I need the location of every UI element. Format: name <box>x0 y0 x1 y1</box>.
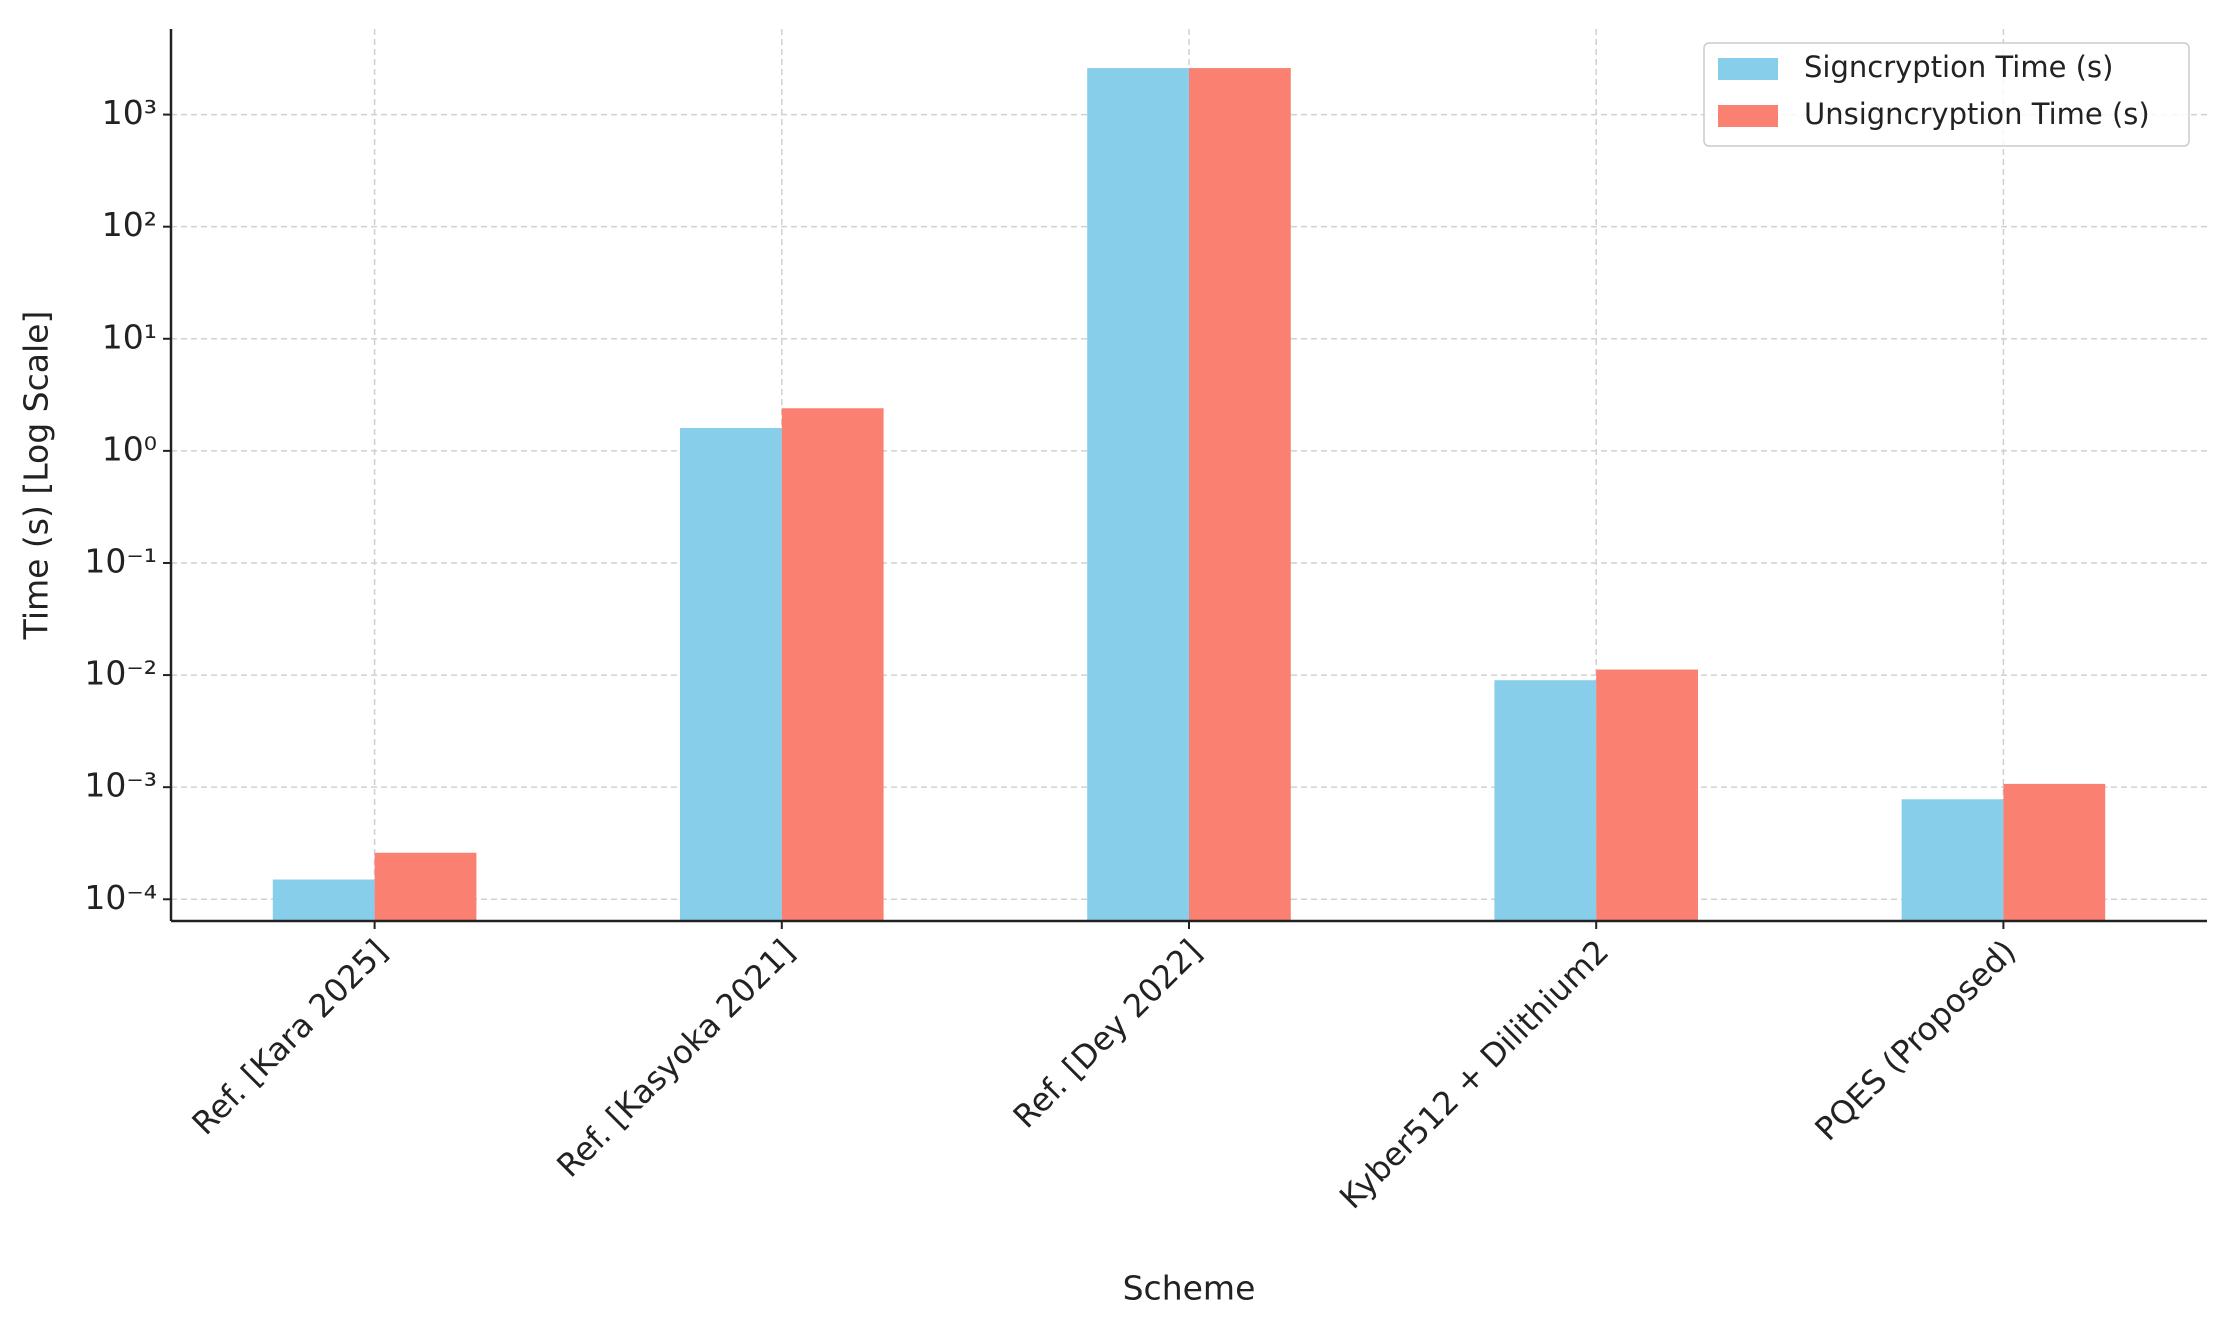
legend-swatch <box>1718 105 1778 127</box>
bar <box>272 879 375 921</box>
y-tick-label: 10⁰ <box>102 429 157 468</box>
bar <box>2003 783 2106 921</box>
y-tick-label: 10² <box>102 205 157 244</box>
legend-swatch <box>1718 58 1778 80</box>
y-tick-label: 10¹ <box>102 317 157 356</box>
y-tick-label: 10⁻² <box>84 654 157 693</box>
y-axis-label: Time (s) [Log Scale] <box>17 311 56 641</box>
y-tick-label: 10⁻³ <box>84 766 157 805</box>
bar <box>1901 799 2004 921</box>
bar <box>781 408 884 922</box>
x-tick-label: PQES (Proposed) <box>1807 932 2023 1148</box>
y-tick-label: 10³ <box>102 93 157 132</box>
bar <box>1596 669 1698 921</box>
legend-box <box>1703 42 2190 147</box>
x-tick-label: Ref. [Dey 2022] <box>1006 932 1209 1135</box>
x-tick-label: Ref. [Kasyoka 2021] <box>549 932 802 1185</box>
bar <box>374 852 477 921</box>
bar <box>1494 680 1597 921</box>
y-tick-label: 10⁻⁴ <box>84 878 157 917</box>
bar <box>680 427 782 921</box>
legend-label: Unsigncryption Time (s) <box>1804 97 2150 131</box>
y-tick-label: 10⁻¹ <box>84 541 157 580</box>
bar <box>1087 68 1189 921</box>
x-tick-label: Kyber512 + Dilithium2 <box>1332 932 1616 1216</box>
bar <box>1189 68 1291 921</box>
x-tick-label: Ref. [Kara 2025] <box>185 932 395 1142</box>
x-axis-label: Scheme <box>1123 1269 1256 1308</box>
legend-label: Signcryption Time (s) <box>1804 50 2113 84</box>
